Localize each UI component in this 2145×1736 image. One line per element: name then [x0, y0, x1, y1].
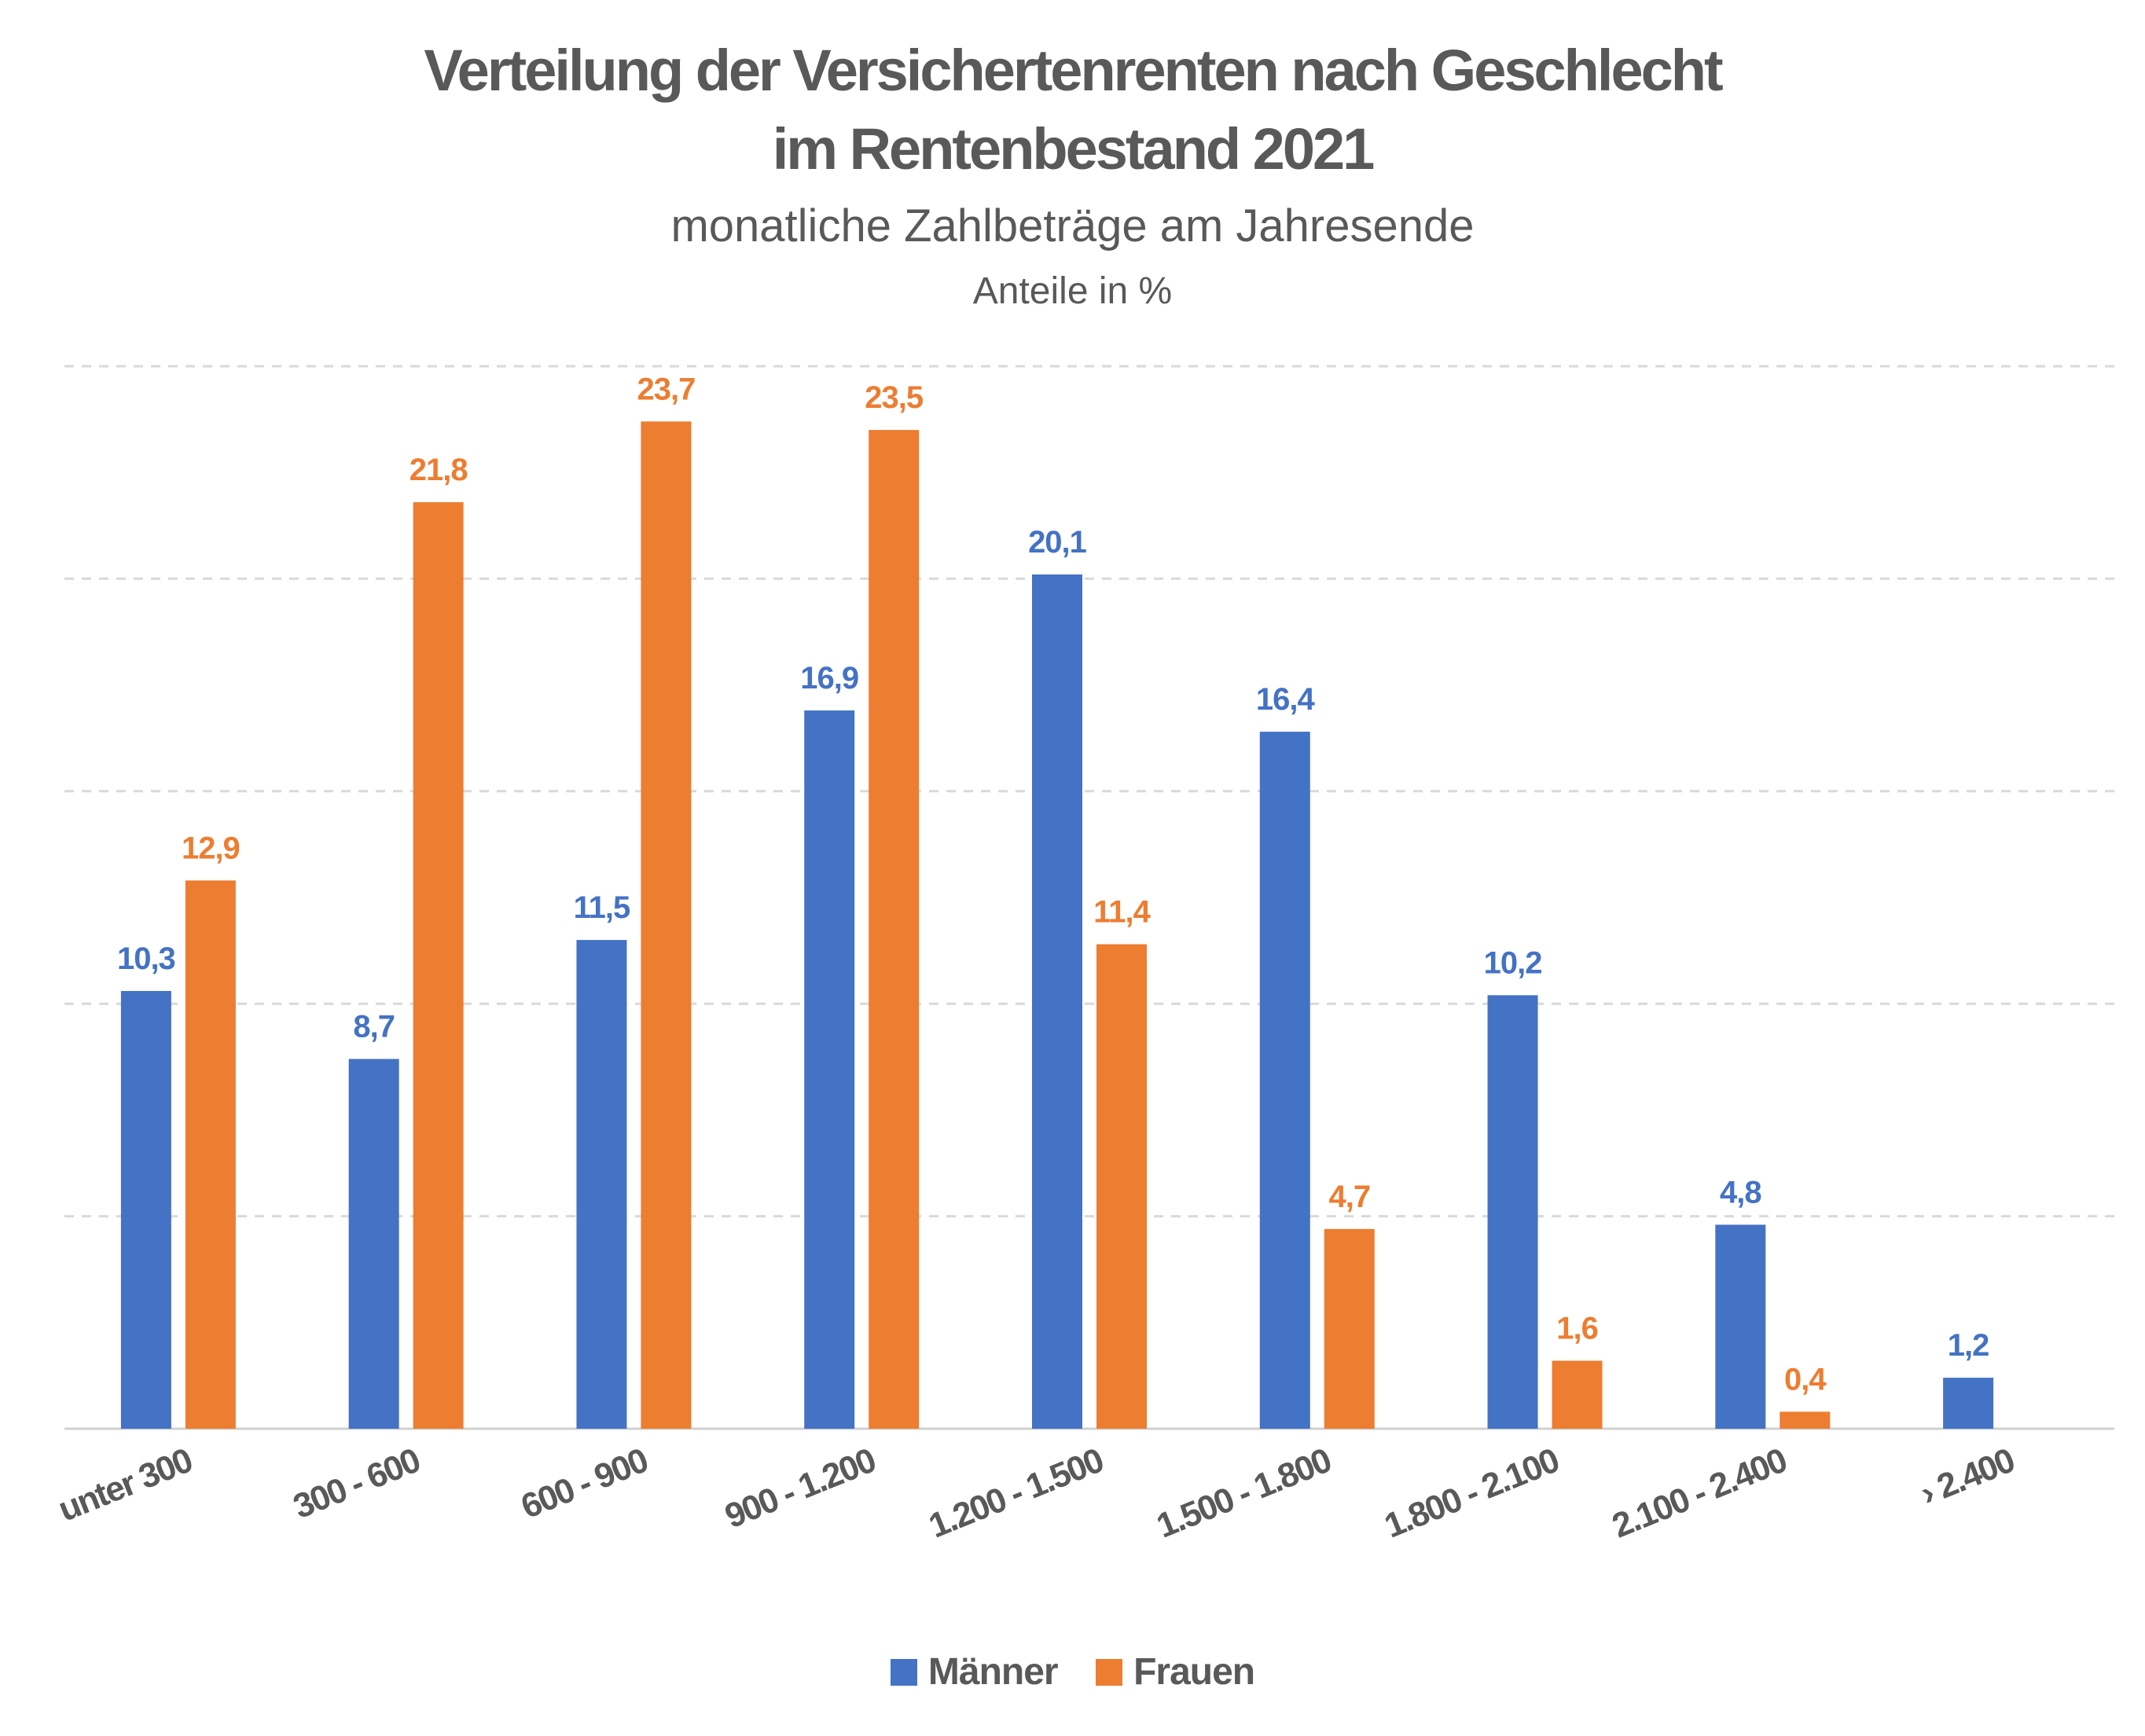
- legend-label-maenner: Männer: [927, 1651, 1059, 1693]
- chart-unit-label: Anteile in %: [972, 270, 1173, 312]
- x-tick-label: 1.500 - 1.800: [1151, 1441, 1336, 1546]
- bar-maenner: [348, 1059, 399, 1429]
- data-label-frauen: 0,4: [1784, 1362, 1827, 1397]
- data-label-maenner: 4,8: [1720, 1175, 1761, 1209]
- x-tick-label: 300 - 600: [288, 1441, 425, 1527]
- bar-maenner: [120, 990, 171, 1429]
- data-label-maenner: 16,9: [800, 661, 858, 696]
- legend-item-frauen: Frauen: [1096, 1650, 1255, 1694]
- x-tick-label: 600 - 900: [516, 1441, 653, 1527]
- chart-legend: Männer Frauen: [0, 1650, 2145, 1694]
- bar-frauen: [641, 421, 692, 1430]
- legend-swatch-frauen: [1096, 1658, 1123, 1686]
- x-tick-label: › 2.400: [1915, 1441, 2019, 1514]
- data-label-frauen: 1,6: [1556, 1311, 1598, 1345]
- bar-maenner: [1032, 574, 1082, 1430]
- data-label-maenner: 16,4: [1256, 682, 1316, 717]
- data-label-maenner: 20,1: [1028, 525, 1087, 560]
- bar-maenner: [1259, 732, 1310, 1429]
- data-label-maenner: 1,2: [1948, 1328, 1989, 1363]
- bar-maenner: [1715, 1224, 1766, 1429]
- data-label-frauen: 23,5: [865, 380, 924, 415]
- x-tick-label: unter 300: [53, 1441, 198, 1529]
- legend-swatch-maenner: [890, 1658, 917, 1686]
- bar-frauen: [869, 430, 920, 1429]
- data-label-maenner: 10,3: [117, 941, 175, 976]
- data-label-maenner: 8,7: [353, 1010, 395, 1044]
- chart-header: Verteilung der Versichertenrenten nach G…: [0, 31, 2145, 319]
- data-label-frauen: 21,8: [410, 453, 468, 487]
- bar-frauen: [1780, 1411, 1831, 1429]
- data-label-frauen: 23,7: [637, 372, 696, 406]
- bar-maenner: [1487, 995, 1538, 1429]
- x-tick-label: 1.800 - 2.100: [1379, 1441, 1564, 1546]
- chart-title-line-2: im Rentenbestand 2021: [772, 116, 1376, 182]
- data-label-maenner: 10,2: [1484, 945, 1542, 980]
- x-tick-label: 2.100 - 2.400: [1607, 1441, 1791, 1546]
- chart-subtitle: monatliche Zahlbeträge am Jahresende: [670, 200, 1475, 251]
- bar-frauen: [1552, 1360, 1603, 1429]
- x-tick-label: 1.200 - 1.500: [924, 1441, 1108, 1546]
- x-tick-label: 900 - 1.200: [720, 1441, 881, 1536]
- bar-frauen: [1096, 944, 1147, 1429]
- bar-maenner: [804, 710, 855, 1429]
- bar-frauen: [1324, 1228, 1375, 1429]
- legend-item-maenner: Männer: [890, 1650, 1059, 1694]
- data-label-frauen: 12,9: [182, 831, 240, 865]
- legend-label-frauen: Frauen: [1133, 1651, 1255, 1693]
- data-label-frauen: 4,7: [1328, 1180, 1370, 1214]
- data-label-maenner: 11,5: [574, 890, 630, 925]
- bar-frauen: [185, 880, 236, 1429]
- bar-frauen: [413, 502, 464, 1429]
- data-label-frauen: 11,4: [1093, 894, 1151, 929]
- bar-maenner: [576, 940, 627, 1429]
- bar-maenner: [1943, 1378, 1994, 1429]
- chart-title-line-1: Verteilung der Versichertenrenten nach G…: [424, 38, 1723, 103]
